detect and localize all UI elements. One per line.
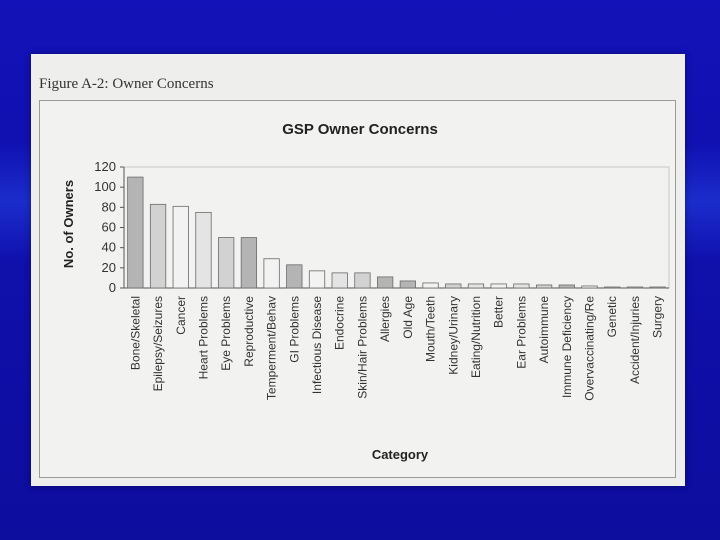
x-category-label: Immune Deficiency (560, 296, 574, 398)
y-tick-label: 20 (102, 260, 116, 275)
y-tick-label: 0 (109, 280, 116, 295)
bar (626, 286, 644, 289)
x-category-label: Eating/Nutrition (469, 296, 483, 378)
y-tick-label: 80 (102, 199, 116, 214)
bar (172, 205, 189, 289)
y-tick-label: 40 (102, 240, 116, 255)
x-category-label: Surgery (651, 296, 665, 338)
bar (127, 176, 144, 289)
figure-caption: Figure A-2: Owner Concerns (39, 76, 214, 92)
x-category-label: Old Age (401, 296, 415, 339)
y-tick-label: 120 (94, 159, 116, 174)
bar (604, 286, 621, 289)
x-axis-title: Category (372, 447, 429, 462)
x-category-label: Skin/Hair Problems (355, 296, 369, 399)
x-category-label: Allergies (378, 296, 392, 342)
bar (240, 237, 258, 289)
bar (195, 211, 212, 289)
bar (649, 286, 666, 289)
x-category-label: Reproductive (242, 296, 256, 367)
chart-title: GSP Owner Concerns (282, 121, 438, 138)
bar (286, 264, 303, 289)
x-category-label: Accident/Injuries (628, 296, 642, 384)
bar (535, 284, 553, 289)
x-category-label: Temperment/Behav (265, 296, 279, 400)
x-category-label: Better (492, 296, 506, 328)
x-category-label: Ear Problems (514, 296, 528, 369)
y-tick-label: 60 (102, 220, 116, 235)
bar (149, 203, 167, 289)
slide-page: Figure A-2: Owner Concerns GSP Owner Con… (31, 54, 685, 486)
x-category-label: GI Problems (287, 296, 301, 363)
bar (218, 237, 235, 289)
x-category-label: Infectious Disease (310, 296, 324, 394)
x-category-label: Epilepsy/Seizures (151, 296, 165, 391)
x-category-label: Heart Problems (196, 296, 210, 379)
x-category-label: Genetic (605, 296, 619, 337)
bar (263, 258, 280, 289)
bar (331, 272, 348, 289)
bar (581, 285, 598, 289)
bar (354, 272, 371, 289)
y-tick-label: 100 (94, 179, 116, 194)
y-axis-title: No. of Owners (61, 180, 76, 268)
x-category-label: Autoimmune (537, 296, 551, 364)
x-category-label: Cancer (174, 296, 188, 335)
bar (445, 283, 462, 289)
bar (422, 282, 439, 289)
x-category-label: Eye Problems (219, 296, 233, 371)
bar-chart: GSP Owner Concerns No. of Owners Categor… (61, 121, 670, 462)
bar (467, 283, 485, 289)
x-category-label: Mouth/Teeth (424, 296, 438, 362)
x-category-label: Bone/Skeletal (128, 296, 142, 370)
bar (308, 270, 326, 289)
x-category-label: Kidney/Urinary (446, 296, 460, 375)
bar (558, 284, 575, 289)
x-category-label: Endocrine (333, 296, 347, 350)
x-category-label: Overvaccinating/Re (583, 296, 597, 401)
bar (399, 280, 416, 289)
bar (377, 276, 394, 289)
chart-frame: GSP Owner Concerns No. of Owners Categor… (39, 100, 676, 478)
bar (513, 283, 530, 289)
bar (490, 283, 507, 289)
